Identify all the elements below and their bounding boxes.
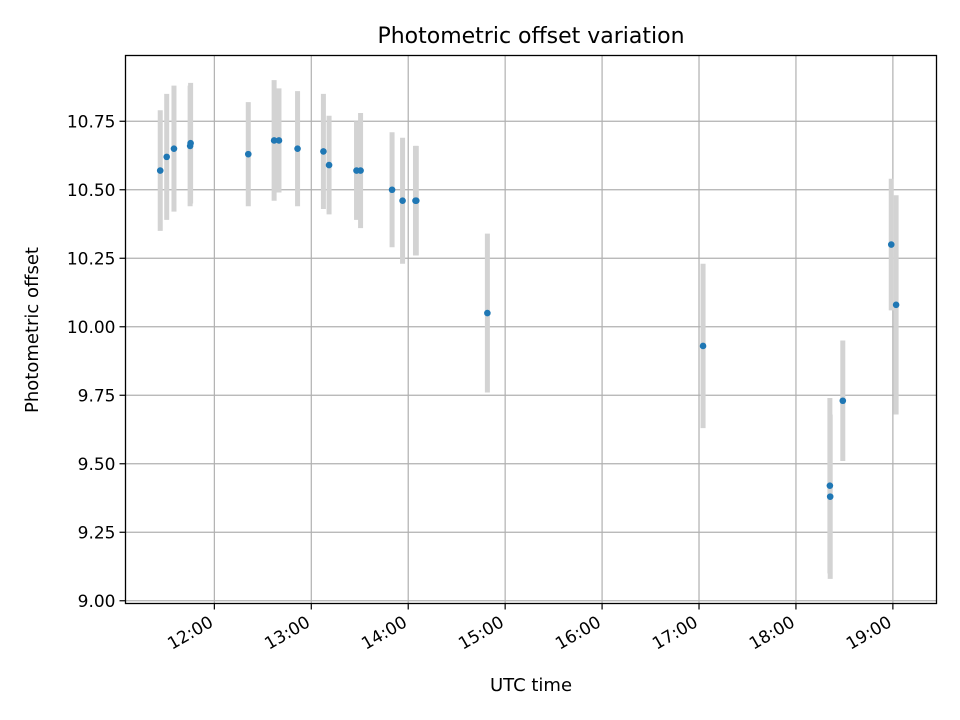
data-point xyxy=(826,493,834,500)
chart-title: Photometric offset variation xyxy=(377,24,684,49)
data-point xyxy=(187,139,194,147)
x-axis-label: UTC time xyxy=(490,675,572,696)
data-point xyxy=(357,167,364,174)
data-point xyxy=(412,197,420,205)
y-tick-label: 9.25 xyxy=(78,523,116,543)
data-point xyxy=(275,137,283,144)
x-tick-label: 18:00 xyxy=(746,613,798,655)
data-point xyxy=(699,342,707,350)
data-point xyxy=(170,145,178,152)
x-tick-label: 16:00 xyxy=(552,613,604,655)
y-axis-label: Photometric offset xyxy=(22,247,43,413)
data-point xyxy=(484,309,491,317)
y-tick-label: 10.25 xyxy=(67,249,116,269)
data-points xyxy=(156,137,900,500)
y-tick-label: 9.00 xyxy=(78,592,116,612)
y-axis-ticks: 9.00 9.25 9.50 9.75 10.00 10.25 10.50 10.75 xyxy=(67,112,126,612)
data-point xyxy=(892,301,900,309)
data-point xyxy=(294,145,301,152)
x-tick-label: 17:00 xyxy=(649,613,701,655)
data-point xyxy=(399,197,406,205)
x-tick-label: 12:00 xyxy=(164,613,216,655)
data-point xyxy=(325,161,333,169)
y-tick-label: 10.00 xyxy=(67,318,116,338)
x-tick-label: 19:00 xyxy=(843,613,895,655)
x-axis-ticks: 12:00 13:00 14:00 15:00 16:00 17:00 18:00 19:00 xyxy=(164,603,895,655)
data-point xyxy=(320,148,327,155)
data-point xyxy=(156,167,164,174)
plot-frame xyxy=(124,54,938,605)
data-point xyxy=(826,482,834,489)
y-tick-label: 10.50 xyxy=(67,181,116,201)
data-point xyxy=(270,137,278,144)
data-point xyxy=(388,186,396,194)
x-tick-label: 14:00 xyxy=(358,613,410,655)
grid xyxy=(125,55,937,604)
x-tick-label: 15:00 xyxy=(455,613,507,655)
y-tick-label: 9.75 xyxy=(78,386,116,406)
error-bars xyxy=(157,80,899,579)
x-tick-label: 13:00 xyxy=(261,613,313,655)
data-point xyxy=(244,150,252,158)
y-tick-label: 10.75 xyxy=(67,112,116,132)
y-tick-label: 9.50 xyxy=(78,455,116,475)
data-point xyxy=(887,241,895,248)
data-point xyxy=(839,397,847,405)
data-point xyxy=(163,153,170,161)
